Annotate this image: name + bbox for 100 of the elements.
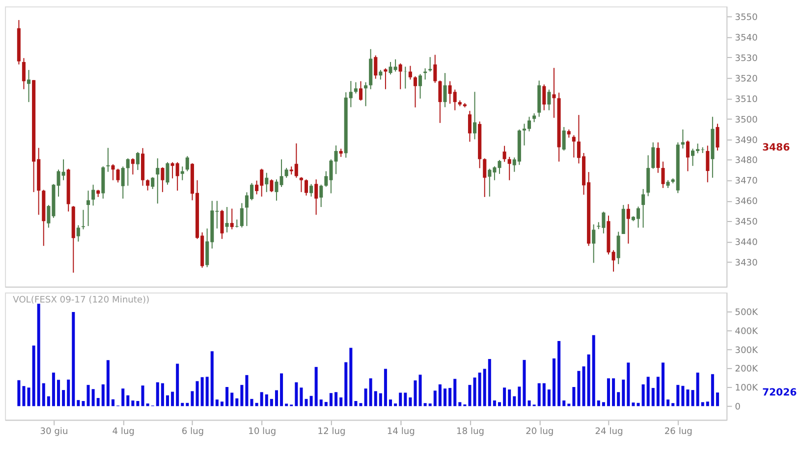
bar: [666, 399, 670, 406]
bar: [458, 402, 462, 406]
bar: [424, 403, 427, 406]
bar: [294, 382, 298, 406]
y-tick-label: 3530: [734, 54, 758, 64]
bar: [225, 387, 228, 406]
bar: [96, 398, 100, 406]
bar: [434, 390, 437, 406]
bar: [170, 392, 174, 406]
candlestick: [542, 84, 546, 111]
candlestick: [146, 178, 150, 191]
y-tick-label: 3450: [734, 218, 758, 228]
bar: [711, 374, 714, 406]
candlestick: [626, 204, 630, 244]
bar: [607, 378, 610, 406]
bar: [389, 399, 392, 406]
bar: [567, 404, 570, 406]
candlestick: [27, 69, 31, 103]
y-tick-label: 100K: [734, 384, 759, 394]
bar: [92, 389, 95, 406]
candlestick: [706, 145, 710, 183]
y-tick-label: 200K: [734, 364, 759, 375]
candlestick: [359, 80, 362, 102]
bar: [230, 392, 234, 406]
candlestick: [651, 142, 655, 170]
bar: [518, 386, 521, 406]
candlestick: [270, 178, 274, 193]
candlestick: [656, 142, 660, 174]
candlestick: [418, 74, 422, 100]
bar: [66, 380, 70, 406]
bar: [354, 401, 358, 406]
bar: [52, 372, 56, 406]
bar: [612, 378, 615, 406]
bar: [180, 402, 184, 406]
bar: [190, 391, 194, 406]
y-tick-label: 3540: [734, 34, 758, 44]
bar: [642, 384, 645, 406]
x-tick-label: 12 lug: [318, 427, 346, 438]
candlestick: [686, 140, 690, 172]
y-tick-label: 0: [734, 402, 741, 413]
candlestick: [716, 123, 720, 152]
bar: [300, 388, 303, 406]
bar: [161, 383, 164, 406]
bar: [562, 400, 566, 406]
candlestick: [156, 158, 160, 204]
bar: [260, 392, 264, 406]
text: 72026: [762, 387, 797, 398]
candlestick: [547, 89, 551, 111]
text: 3486: [762, 142, 790, 154]
bar: [270, 398, 274, 406]
bar: [478, 372, 482, 406]
bar: [408, 397, 412, 406]
y-tick-label: 3440: [734, 238, 758, 248]
bar: [275, 390, 278, 406]
y-tick-label: 3470: [734, 176, 758, 187]
bar: [310, 396, 313, 406]
bar: [280, 373, 283, 406]
candlestick: [423, 68, 427, 80]
candlestick: [378, 69, 382, 80]
candlestick: [364, 82, 368, 107]
bar: [488, 358, 492, 406]
bar: [542, 383, 546, 406]
bar: [394, 403, 397, 406]
bar: [428, 403, 432, 406]
candlestick: [438, 80, 442, 124]
bar: [548, 389, 551, 406]
bar: [557, 341, 560, 406]
bar: [483, 368, 486, 406]
bar: [72, 312, 75, 406]
y-tick-label: 300K: [734, 346, 759, 356]
bar: [444, 388, 446, 406]
bar: [156, 382, 160, 406]
bar: [186, 402, 189, 406]
bar: [662, 362, 665, 406]
candlestick: [661, 161, 665, 188]
candlestick: [126, 158, 130, 186]
y-tick-label: 500K: [734, 308, 759, 318]
bar: [131, 400, 134, 406]
bar: [344, 362, 348, 406]
candlestick: [264, 172, 268, 193]
bar: [235, 398, 238, 406]
bar: [240, 384, 244, 406]
x-tick-label: 6 lug: [182, 427, 204, 438]
bar: [320, 399, 323, 406]
candlestick: [482, 158, 486, 198]
bar: [498, 402, 501, 406]
candlestick: [240, 202, 244, 228]
bar: [334, 392, 338, 406]
candlestick: [150, 176, 154, 190]
bar: [384, 368, 388, 406]
bar: [330, 393, 333, 406]
bar: [379, 393, 382, 406]
bar: [200, 377, 204, 406]
candlestick: [502, 145, 506, 162]
candlestick: [472, 91, 476, 140]
bar: [616, 392, 620, 406]
bar: [216, 399, 219, 406]
candlestick: [468, 110, 472, 142]
bar: [374, 391, 378, 406]
candlestick: [106, 147, 110, 172]
